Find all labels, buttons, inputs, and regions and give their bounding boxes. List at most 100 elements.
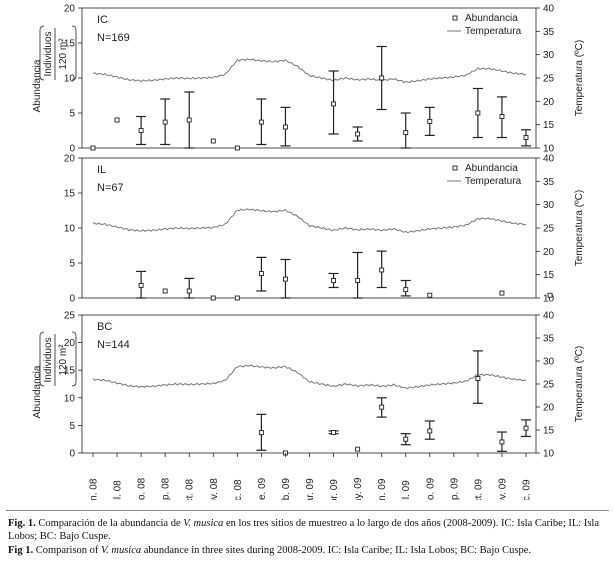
right-tick-label: 25 [543, 224, 555, 235]
right-tick-label: 15 [543, 426, 555, 437]
temperature-line [92, 208, 527, 234]
right-tick-label: 40 [543, 311, 555, 322]
left-tick-label: 0 [69, 294, 75, 305]
x-tick-label: Mar. 09 [305, 478, 316, 500]
caption-en-text-1: Comparison of [33, 545, 102, 556]
left-tick-label: 0 [69, 449, 75, 460]
right-tick-label: 10 [543, 449, 555, 460]
chart-svg: 0510152010152025303540AbundanciaIndividu… [32, 4, 585, 501]
abundance-point [90, 145, 96, 151]
abundance-point [427, 428, 433, 434]
caption-en-species: V. musica [101, 545, 142, 556]
left-tick-label: 25 [64, 311, 76, 322]
n-label: N=144 [97, 339, 130, 351]
temperature-line [92, 364, 527, 390]
abundance-point [475, 376, 481, 381]
x-tick-label: Dic. 08 [233, 479, 244, 500]
figure: 0 5 10 15 20 10 15 20 25 30 35 40 Abundancia Individu… [32, 4, 585, 501]
y-label-right: Temperatura (ºC) [574, 346, 585, 422]
caption-english: Fig 1. Comparison of V. musica abundance… [8, 544, 608, 557]
right-tick-label: 20 [543, 97, 555, 108]
caption-es-text-2: en los tres sitios de muestreo a lo larg… [8, 518, 600, 542]
x-tick-label: May. 09 [353, 477, 364, 500]
n-label: N=67 [97, 182, 124, 194]
y-label-paren-left [39, 331, 45, 387]
right-tick-label: 15 [543, 270, 555, 281]
x-tick-label: Jun. 08 [89, 478, 100, 500]
y-label-right: Temperatura (ºC) [574, 40, 585, 116]
y-label-right: Temperatura (ºC) [574, 190, 585, 266]
abundance-point [523, 425, 529, 431]
abundance-point [114, 117, 120, 123]
caption-es-species: V. musica [183, 518, 224, 529]
x-tick-label: Ago. 09 [425, 477, 436, 500]
abundance-point [427, 118, 433, 124]
left-tick-label: 5 [69, 421, 75, 432]
site-label: BC [97, 321, 112, 333]
caption-es-text-1: Comparación de la abundancia de [35, 518, 184, 529]
abundance-point [547, 292, 553, 298]
abundance-point [186, 288, 192, 294]
abundance-point [403, 130, 409, 136]
x-tick-label: Jul. 08 [113, 480, 124, 500]
y-label-fraction-bottom: 120 m² [58, 38, 69, 70]
y-label-fraction-bottom: 120 m² [58, 344, 69, 376]
legend-temperature-label: Temperatura [465, 176, 522, 187]
site-label: IL [97, 164, 106, 176]
abundance-point [282, 124, 288, 130]
site-label: IC [97, 14, 108, 26]
abundance-point [355, 278, 361, 283]
abundance-point [523, 135, 529, 140]
x-tick-label: Jul. 09 [401, 480, 412, 500]
abundance-point [499, 114, 505, 119]
right-tick-label: 10 [543, 144, 555, 155]
left-tick-label: 20 [64, 154, 76, 165]
legend-abundance-label: Abundancia [465, 163, 518, 174]
x-tick-label: Nov. 09 [497, 478, 508, 500]
legend-abundance-marker [452, 165, 458, 171]
abundance-point [499, 290, 505, 296]
abundance-point [379, 404, 385, 410]
left-tick-label: 5 [69, 259, 75, 270]
left-tick-label: 5 [69, 109, 75, 120]
right-tick-label: 35 [543, 27, 555, 38]
abundance-point [331, 101, 337, 107]
left-tick-label: 10 [64, 74, 76, 85]
abundance-point [379, 267, 385, 273]
right-tick-label: 20 [543, 403, 555, 414]
caption-en-label: Fig 1. [8, 545, 34, 556]
right-tick-label: 35 [543, 177, 555, 188]
abundance-point [138, 128, 144, 133]
left-tick-label: 10 [64, 224, 76, 235]
abundance-point [162, 119, 168, 125]
abundance-point [403, 436, 409, 442]
abundance-point [258, 119, 264, 125]
right-tick-label: 20 [543, 247, 555, 258]
right-tick-label: 25 [543, 380, 555, 391]
x-tick-label: Ene. 09 [257, 477, 268, 500]
right-tick-label: 35 [543, 334, 555, 345]
left-tick-label: 0 [69, 144, 75, 155]
left-tick-label: 20 [64, 4, 76, 15]
left-tick-label: 15 [64, 39, 76, 50]
y-label-left: Abundancia [32, 59, 43, 112]
temperature-line [92, 58, 527, 84]
right-tick-label: 40 [543, 154, 555, 165]
right-tick-label: 25 [543, 74, 555, 85]
panel-il: 0 5 10 15 20 10 15 20 25 30 35 40 Temperatura (ºC) IL… [64, 154, 585, 305]
caption-spanish: Fig. 1. Comparación de la abundancia de … [8, 517, 608, 543]
legend-abundance-label: Abundancia [465, 13, 518, 24]
x-tick-label: Nov. 08 [209, 478, 220, 500]
y-label-paren-right [71, 25, 77, 81]
caption-es-label: Fig. 1. [8, 518, 36, 529]
left-tick-label: 10 [64, 393, 76, 404]
right-tick-label: 30 [543, 50, 555, 61]
abundance-point [499, 439, 505, 445]
abundance-point [162, 288, 168, 294]
abundance-point [331, 430, 337, 436]
abundance-point [427, 292, 433, 298]
abundance-point [234, 145, 240, 151]
x-tick-label: Dic. 09 [522, 479, 533, 500]
left-tick-label: 15 [64, 189, 76, 200]
abundance-point [186, 117, 192, 123]
